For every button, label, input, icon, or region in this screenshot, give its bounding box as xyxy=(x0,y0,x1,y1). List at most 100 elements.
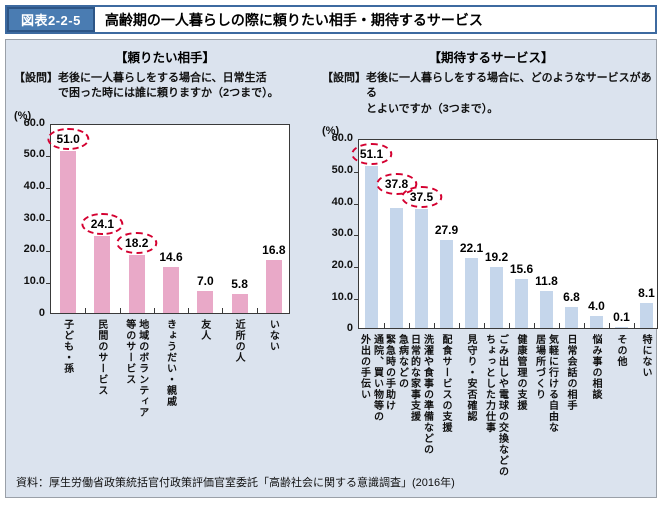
x-category-label: 近所の人 xyxy=(233,318,245,363)
chart-question: 【設問】 老後に一人暮らしをする場合に、どのようなサービスがある とよいですか（… xyxy=(322,71,660,117)
value-label: 14.6 xyxy=(159,249,183,264)
x-category-label: 特にない xyxy=(640,334,651,379)
value-label: 5.8 xyxy=(231,277,248,292)
bar xyxy=(390,208,403,329)
y-tick-mark xyxy=(46,283,51,285)
value-label-circled: 37.8 xyxy=(375,173,418,196)
x-tick-mark xyxy=(509,323,510,329)
bar xyxy=(231,294,248,313)
y-axis-unit: (%) xyxy=(322,125,340,138)
y-tick-mark xyxy=(354,298,359,300)
bar xyxy=(440,239,453,329)
value-label: 11.8 xyxy=(535,273,558,288)
value-label: 7.0 xyxy=(196,273,214,288)
figure-header: 図表2-2-5 高齢期の一人暮らしの際に頼りたい相手・期待するサービス xyxy=(5,5,657,34)
value-label-circled: 18.2 xyxy=(116,232,158,255)
y-tick-mark xyxy=(354,235,359,237)
value-label-circled: 51.0 xyxy=(47,128,89,151)
figure-title: 高齢期の一人暮らしの際に頼りたい相手・期待するサービス xyxy=(104,11,483,28)
value-label: 19.2 xyxy=(484,250,509,265)
x-category-label: 配食サービスの支援 xyxy=(440,334,451,434)
bar xyxy=(490,267,503,329)
bar xyxy=(515,278,528,329)
x-category-label: 友人 xyxy=(198,318,210,341)
x-category-label: 気軽に行ける自由な 居場所づくり xyxy=(533,334,558,434)
figure-number: 図表2-2-5 xyxy=(9,9,93,30)
bar xyxy=(640,302,653,329)
x-tick-mark xyxy=(256,307,258,313)
x-category-label: 地域のボランティア 等のサービス xyxy=(123,318,148,418)
plot-row: 60.0 50.0 40.0 30.0 20.0 10.0 0 51.1 37.8 37.5 27… xyxy=(322,132,660,334)
bar xyxy=(615,327,628,329)
y-tick-label: 40.0 xyxy=(331,195,353,208)
x-category-label: 急病などの 緊急時の手助け xyxy=(383,334,408,412)
y-tick-mark xyxy=(354,266,359,268)
plot-area: 51.0 24.1 18.2 14.6 7.0 5.8 16.8 xyxy=(46,123,290,314)
bar xyxy=(415,209,428,329)
x-axis-labels: 子ども・孫 民間のサービス 地域のボランティア 等のサービス きょうだい・親戚 友人 近所… xyxy=(50,314,290,464)
question-label: 【設問】 xyxy=(322,72,366,84)
bar xyxy=(94,236,111,313)
x-category-label: その他 xyxy=(615,334,626,368)
x-tick-mark xyxy=(459,323,460,329)
y-tick-label: 10.0 xyxy=(23,275,45,288)
y-tick-label: 50.0 xyxy=(23,148,45,161)
x-tick-mark xyxy=(634,323,635,329)
plot-area: 51.1 37.8 37.5 27.9 22.1 19.2 15.6 11.8 6.8 4.0 0.… xyxy=(350,139,658,330)
bar xyxy=(128,255,145,313)
x-category-label: 見守り・安否確認 xyxy=(465,334,476,423)
content-area: 【頼りたい相手】 【設問】 老後に一人暮らしをする場合に、日常生活 で困った時に… xyxy=(5,39,660,498)
x-category-label: 洗濯や食事の準備などの 日常的な家事支援 xyxy=(408,334,433,456)
bar xyxy=(465,258,478,329)
y-tick-mark xyxy=(354,203,359,205)
x-category-label: 民間のサービス xyxy=(95,318,107,396)
x-tick-mark xyxy=(222,307,224,313)
bar xyxy=(60,151,77,313)
x-tick-mark xyxy=(409,323,410,329)
value-label: 0.1 xyxy=(613,310,630,325)
source-note: 資料：厚生労働省政策統括官付政策評価官室委託「高齢社会に関する意識調査」(201… xyxy=(16,477,455,489)
x-category-label: いない xyxy=(267,318,279,352)
y-tick-label: 10.0 xyxy=(331,290,353,303)
x-tick-mark xyxy=(559,323,560,329)
y-tick-label: 40.0 xyxy=(23,180,45,193)
value-label: 16.8 xyxy=(262,242,286,257)
chart-reliable-person: 【頼りたい相手】 【設問】 老後に一人暮らしをする場合に、日常生活 で困った時に… xyxy=(14,47,316,464)
y-tick-mark xyxy=(46,156,51,158)
question-text: 老後に一人暮らしをする場合に、日常生活 で困った時には誰に頼りますか（2つまで）… xyxy=(58,72,279,100)
value-label: 22.1 xyxy=(459,241,484,256)
x-category-label: 通院、買い物等の 外出の手伝い xyxy=(358,334,383,423)
x-tick-mark xyxy=(534,323,535,329)
value-label-circled: 24.1 xyxy=(81,213,124,236)
x-tick-mark xyxy=(153,307,155,313)
value-label: 27.9 xyxy=(434,222,459,237)
x-tick-mark xyxy=(384,323,385,329)
x-category-label: 日常会話の相手 xyxy=(565,334,576,412)
value-label: 4.0 xyxy=(588,298,605,313)
x-tick-mark xyxy=(609,323,610,329)
y-tick-mark xyxy=(46,219,51,221)
x-category-label: 子ども・孫 xyxy=(61,318,73,374)
chart-question: 【設問】 老後に一人暮らしをする場合に、日常生活 で困った時には誰に頼りますか（… xyxy=(14,71,316,102)
x-tick-mark xyxy=(584,323,585,329)
y-axis-unit: (%) xyxy=(14,109,32,122)
x-tick-mark xyxy=(434,323,435,329)
y-tick-label: 20.0 xyxy=(331,258,353,271)
x-category-label: 悩み事の相談 xyxy=(590,334,601,401)
x-category-label: ごみ出しや電球の交換などの ちょっとした力仕事 xyxy=(483,334,508,478)
value-label: 6.8 xyxy=(563,289,580,304)
bar xyxy=(265,259,282,313)
question-label: 【設問】 xyxy=(14,72,58,84)
value-label: 8.1 xyxy=(638,285,655,300)
bar xyxy=(565,306,578,329)
y-tick-label: 30.0 xyxy=(331,227,353,240)
bar xyxy=(365,166,378,329)
y-axis: 60.0 50.0 40.0 30.0 20.0 10.0 0 xyxy=(14,117,50,319)
y-tick-label: 60.0 xyxy=(331,132,353,145)
y-tick-label: 0 xyxy=(346,322,353,335)
figure-number-box: 図表2-2-5 xyxy=(7,7,95,32)
x-category-label: 健康管理の支援 xyxy=(515,334,526,412)
y-axis: 60.0 50.0 40.0 30.0 20.0 10.0 0 xyxy=(322,132,358,334)
y-tick-label: 0 xyxy=(38,306,45,319)
value-label-circled: 51.1 xyxy=(350,143,393,166)
